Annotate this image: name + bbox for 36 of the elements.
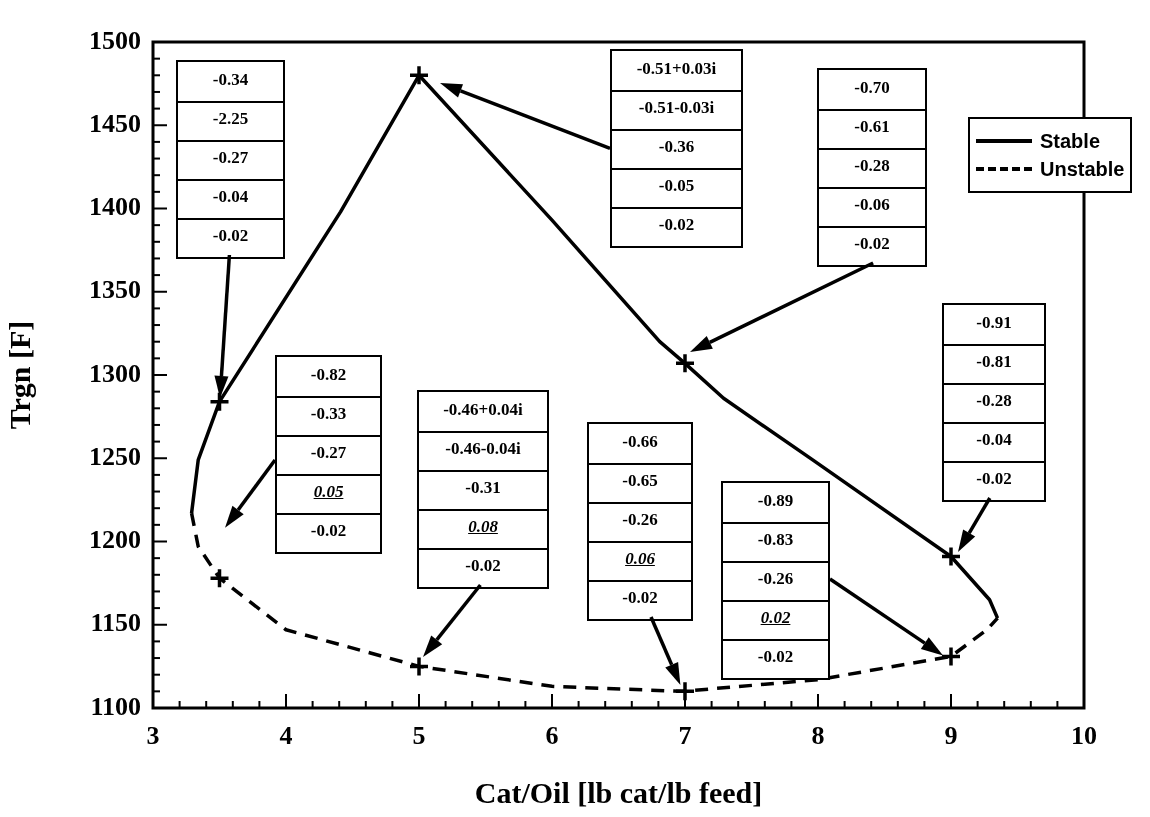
x-tick-label: 4	[279, 721, 293, 751]
legend-label: Stable	[1040, 129, 1101, 153]
annotation: -0.46+0.04i -0.46-0.04i -0.31 0.08 -0.02	[443, 400, 523, 575]
annotation: -0.51+0.03i -0.51-0.03i -0.36 -0.05 -0.02	[636, 59, 717, 234]
y-tick-label: 1350	[89, 275, 141, 305]
x-tick-label: 5	[412, 721, 426, 751]
point	[408, 64, 430, 87]
x-tick-label: 3	[146, 721, 160, 751]
y-tick-label: 1400	[89, 192, 141, 222]
point	[208, 567, 231, 589]
y-tick-label: 1250	[89, 441, 141, 471]
point	[408, 655, 430, 678]
x-tick-label: 6	[545, 721, 559, 751]
point	[208, 390, 231, 413]
annotation: -0.91 -0.81 -0.28 -0.04 -0.02	[976, 313, 1012, 488]
y-tick-label: 1300	[89, 358, 141, 388]
y-tick-label: 1150	[90, 608, 141, 638]
point	[674, 352, 696, 375]
x-tick-label: 10	[1071, 721, 1097, 751]
annotation: -0.70 -0.61 -0.28 -0.06 -0.02	[854, 78, 890, 253]
x-tick-label: 7	[678, 721, 692, 751]
y-tick-label: 1200	[89, 525, 141, 555]
x-tick-label: 8	[811, 721, 825, 751]
point	[940, 545, 962, 568]
annotation: -0.82 -0.33 -0.27 0.05 -0.02	[310, 365, 347, 540]
annotation: -0.66 -0.65 -0.26 0.06 -0.02	[622, 432, 658, 607]
y-tick-label: 1100	[90, 691, 141, 721]
y-axis-title: Trgn [F]	[2, 320, 36, 430]
legend-label: Unstable	[1040, 157, 1125, 181]
y-tick-label: 1500	[89, 25, 141, 55]
annotation: -0.34 -2.25 -0.27 -0.04 -0.02	[212, 70, 249, 245]
point	[940, 645, 962, 668]
x-axis-title: Cat/Oil [lb cat/lb feed]	[474, 775, 763, 809]
annotation: -0.89 -0.83 -0.26 0.02 -0.02	[757, 491, 794, 666]
x-tick-label: 9	[944, 721, 958, 751]
y-tick-label: 1450	[89, 108, 141, 138]
